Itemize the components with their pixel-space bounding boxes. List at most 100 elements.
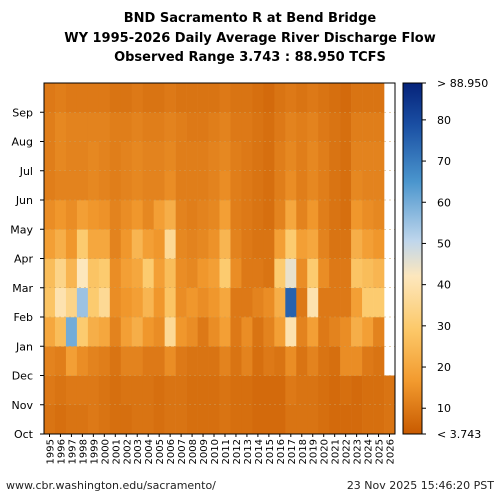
heatmap-cell: [362, 287, 374, 318]
heatmap-cell: [142, 317, 154, 347]
heatmap-cell: [76, 112, 89, 142]
heatmap-cell: [241, 287, 253, 318]
heatmap-cell: [76, 170, 89, 201]
heatmap-cell: [142, 346, 154, 376]
heatmap-cell: [131, 170, 144, 201]
heatmap-cell: [340, 170, 352, 201]
heatmap-cell: [76, 317, 89, 347]
heatmap-cell: [252, 170, 264, 201]
heatmap-cell: [98, 170, 111, 201]
heatmap-cell: [307, 346, 319, 376]
heatmap-cell: [296, 112, 308, 142]
heatmap-cell: [208, 141, 220, 172]
heatmap-cell: [351, 375, 363, 406]
heatmap-cell: [109, 112, 122, 142]
heatmap-cell: [153, 112, 165, 142]
heatmap-cell: [351, 200, 363, 230]
heatmap-cell: [44, 200, 56, 230]
heatmap-cell: [87, 170, 100, 201]
heatmap-cell: [307, 287, 319, 318]
heatmap-cell: [120, 112, 133, 142]
heatmap-cell: [362, 112, 374, 142]
heatmap-cell: [186, 229, 198, 259]
heatmap-cell: [296, 258, 308, 289]
heatmap-cell: [252, 229, 264, 259]
y-tick-label: Jan: [15, 340, 33, 353]
heatmap-cell: [351, 258, 363, 289]
x-tick-label: 1999: [89, 439, 100, 464]
heatmap-cell: [307, 317, 319, 347]
heatmap-cell: [54, 404, 67, 435]
heatmap-cell: [274, 317, 286, 347]
y-tick-label: Feb: [14, 311, 33, 324]
heatmap-cell: [142, 200, 154, 230]
x-tick-label: 2000: [100, 439, 111, 464]
heatmap-cell: [362, 317, 374, 347]
heatmap-cell: [340, 287, 352, 318]
heatmap-cell: [274, 170, 286, 201]
heatmap-cell: [65, 346, 78, 376]
heatmap-cell: [142, 229, 154, 259]
heatmap-cell: [285, 375, 297, 406]
heatmap-cell: [384, 404, 396, 435]
heatmap-cell: [164, 83, 176, 113]
heatmap-cell: [252, 200, 264, 230]
x-tick-label: 2013: [243, 439, 254, 464]
heatmap-cell: [109, 141, 122, 172]
heatmap-cell: [54, 287, 67, 318]
heatmap-cell: [98, 287, 111, 318]
colorbar-min-label: < 3.743: [437, 428, 481, 441]
colorbar-tick-label: 20: [437, 361, 451, 374]
heatmap-cell: [318, 112, 330, 142]
heatmap-cell: [153, 258, 165, 289]
heatmap-cell: [87, 83, 100, 113]
heatmap-cell: [87, 112, 100, 142]
heatmap-cell: [131, 229, 144, 259]
heatmap-cell: [362, 141, 374, 172]
heatmap-cell: [285, 404, 297, 435]
heatmap-cell: [329, 83, 341, 113]
heatmap-cell: [340, 112, 352, 142]
heatmap-cell: [186, 287, 198, 318]
colorbar-max-label: > 88.950: [437, 77, 488, 90]
heatmap-cell: [307, 200, 319, 230]
footer-url[interactable]: www.cbr.washington.edu/sacramento/: [6, 479, 216, 492]
heatmap-cell: [153, 141, 165, 172]
heatmap-cell: [186, 200, 198, 230]
heatmap-cell: [307, 83, 319, 113]
heatmap-cell: [131, 141, 144, 172]
heatmap-cell: [351, 229, 363, 259]
heatmap-cell: [373, 200, 385, 230]
heatmap-cell: [109, 404, 122, 435]
footer-timestamp: 23 Nov 2025 15:46:20 PST: [346, 479, 494, 492]
heatmap-cell: [263, 404, 275, 435]
x-tick-label: 2001: [111, 439, 122, 464]
heatmap-cell: [87, 375, 100, 406]
heatmap-cell: [285, 141, 297, 172]
heatmap-cell: [54, 83, 67, 113]
heatmap-cell: [307, 141, 319, 172]
heatmap-cell: [318, 404, 330, 435]
heatmap-cell: [373, 317, 385, 347]
heatmap-cell: [263, 375, 275, 406]
x-tick-label: 1998: [78, 439, 89, 464]
heatmap-cell: [186, 317, 198, 347]
heatmap-cell: [164, 346, 176, 376]
heatmap-cell: [87, 317, 100, 347]
heatmap-cell: [351, 112, 363, 142]
heatmap-cell: [340, 141, 352, 172]
heatmap-cell: [76, 404, 89, 435]
heatmap-cell: [109, 200, 122, 230]
x-tick-label: 2023: [353, 439, 364, 464]
heatmap-cell: [98, 375, 111, 406]
heatmap-cell: [120, 287, 133, 318]
heatmap-cell: [87, 287, 100, 318]
heatmap-cell: [219, 258, 231, 289]
heatmap-cell: [153, 287, 165, 318]
heatmap-cell: [263, 229, 275, 259]
heatmap-cell: [164, 170, 176, 201]
heatmap-cell: [362, 404, 374, 435]
y-tick-label: Mar: [12, 282, 33, 295]
heatmap-cell: [164, 375, 176, 406]
